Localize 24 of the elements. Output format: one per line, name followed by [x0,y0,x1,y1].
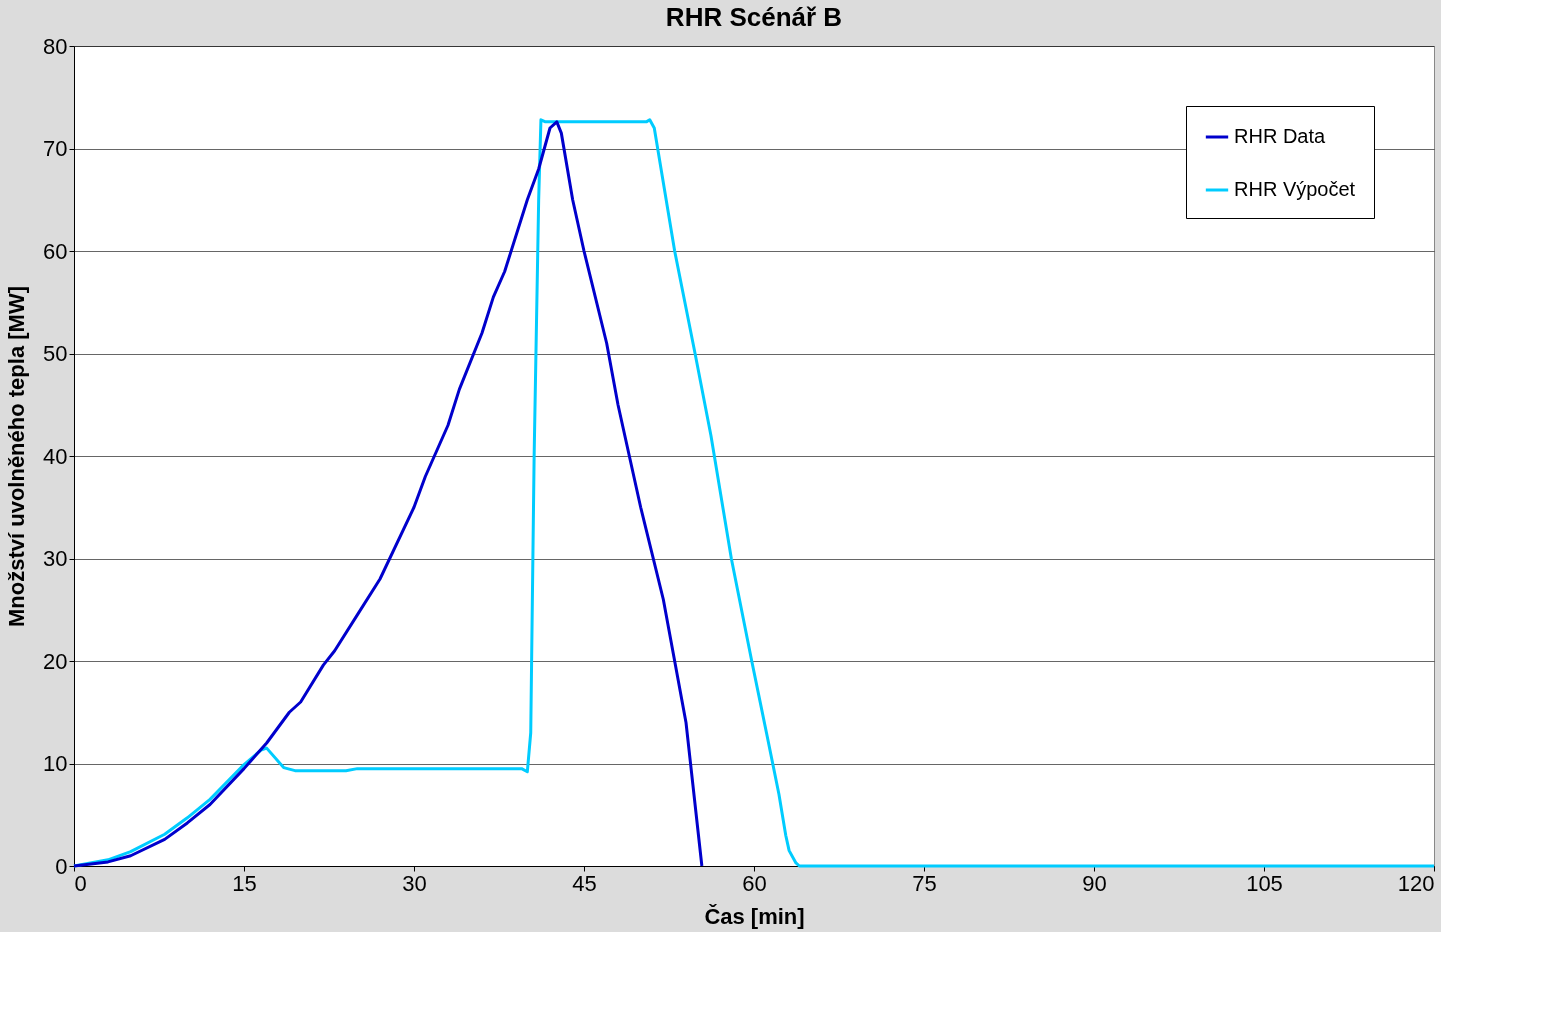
x-tick-label: 60 [742,870,767,896]
y-tick-label: 10 [43,751,68,776]
y-tick-label: 0 [55,853,68,879]
y-tick-label: 50 [43,341,68,366]
chart-title: RHR Scénář B [665,2,843,32]
legend-label: RHR Výpočet [1234,178,1356,200]
x-tick-label: 0 [74,870,87,896]
x-tick-label: 15 [232,870,257,896]
y-tick-label: 80 [43,33,68,59]
x-tick-label: 45 [572,870,597,896]
y-tick-label: 40 [43,443,68,469]
y-tick-label: 30 [43,546,68,571]
x-tick-label: 30 [402,870,427,896]
x-axis-title: Čas [min] [704,903,805,929]
y-axis-title: Množství uvolněného tepla [MW] [4,286,30,627]
legend-label: RHR Data [1234,125,1327,147]
y-tick-label: 60 [43,238,68,264]
x-tick-label: 120 [1397,870,1435,896]
line-series [72,120,704,868]
y-tick-label: 70 [43,136,68,161]
x-tick-label: 75 [912,870,937,896]
x-tick-label: 105 [1246,870,1283,896]
x-tick-label: 90 [1082,870,1107,896]
y-tick-label: 20 [43,648,68,674]
